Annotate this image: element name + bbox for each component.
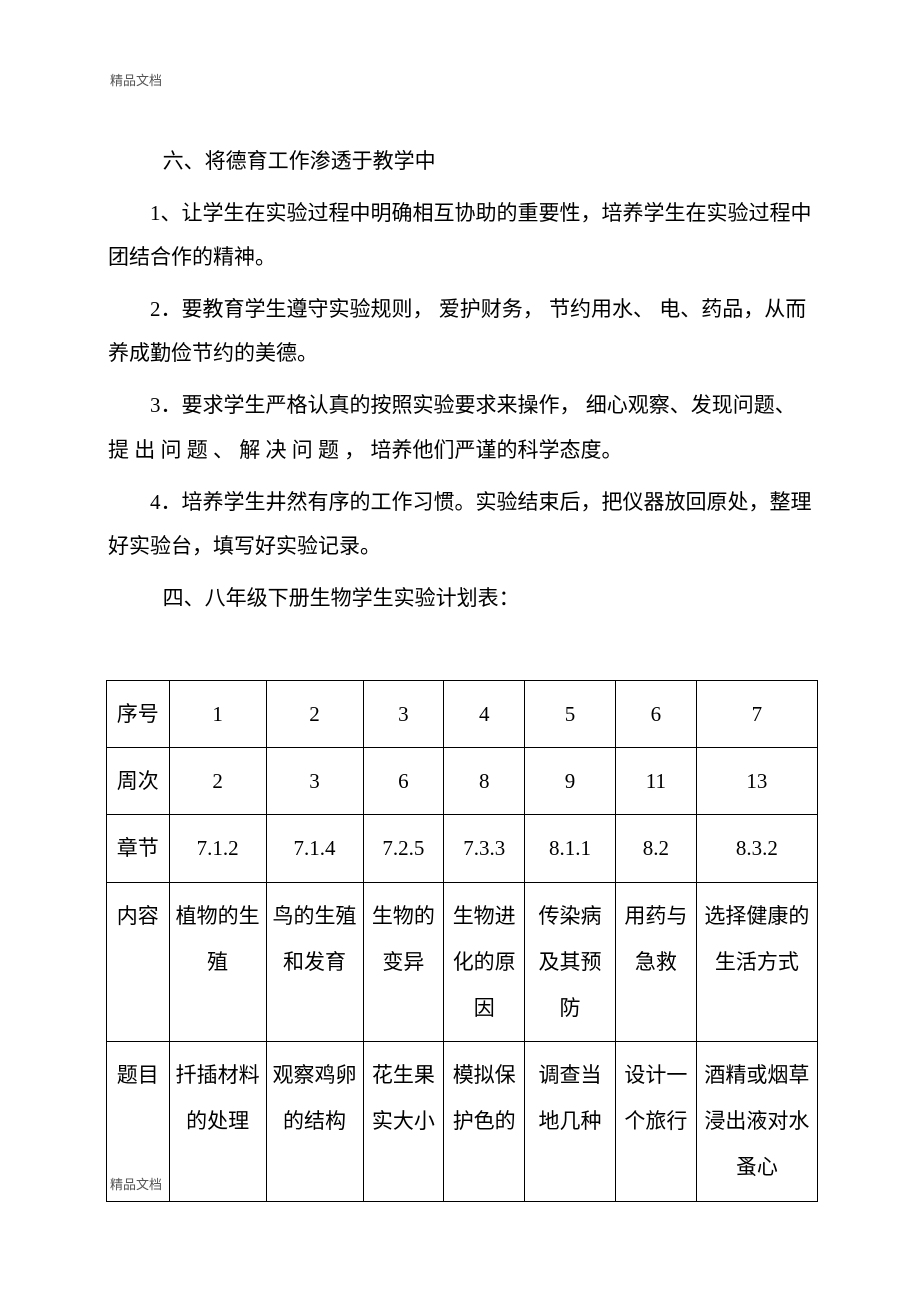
paragraph-2: 2．要教育学生遵守实验规则， 爱护财务， 节约用水、 电、药品，从而养成勤俭节约… — [108, 287, 812, 375]
table-cell: 3 — [266, 748, 363, 815]
table-cell: 调查当地几种 — [525, 1042, 616, 1202]
table-row: 章节 7.1.2 7.1.4 7.2.5 7.3.3 8.1.1 8.2 8.3… — [107, 815, 818, 882]
table-cell: 花生果实大小 — [363, 1042, 444, 1202]
table-cell: 序号 — [107, 680, 170, 747]
table-cell: 模拟保护色的 — [444, 1042, 525, 1202]
table-cell: 周次 — [107, 748, 170, 815]
paragraph-3: 3．要求学生严格认真的按照实验要求来操作， 细心观察、发现问题、 提 出 问 题… — [108, 383, 812, 471]
table-cell: 7.2.5 — [363, 815, 444, 882]
table-cell: 设计一个旅行 — [615, 1042, 696, 1202]
table-cell: 7 — [696, 680, 817, 747]
table-cell: 鸟的生殖和发育 — [266, 882, 363, 1042]
table-header-row: 序号 1 2 3 4 5 6 7 — [107, 680, 818, 747]
document-page: 精品文档 六、将德育工作渗透于教学中 1、让学生在实验过程中明确相互协助的重要性… — [0, 0, 920, 1242]
paragraph-4: 4．培养学生井然有序的工作习惯。实验结束后，把仪器放回原处，整理好实验台，填写好… — [108, 480, 812, 568]
table-cell: 植物的生殖 — [169, 882, 266, 1042]
table-cell: 2 — [266, 680, 363, 747]
table-cell: 扦插材料的处理 — [169, 1042, 266, 1202]
table-cell: 11 — [615, 748, 696, 815]
table-cell: 8 — [444, 748, 525, 815]
table-cell: 生物的变异 — [363, 882, 444, 1042]
table-cell: 3 — [363, 680, 444, 747]
table-cell: 传染病及其预防 — [525, 882, 616, 1042]
table-cell: 选择健康的生活方式 — [696, 882, 817, 1042]
table-cell: 7.1.2 — [169, 815, 266, 882]
header-watermark: 精品文档 — [110, 70, 812, 89]
table-cell: 6 — [363, 748, 444, 815]
table-cell: 用药与急救 — [615, 882, 696, 1042]
table-row: 内容 植物的生殖 鸟的生殖和发育 生物的变异 生物进化的原因 传染病及其预防 用… — [107, 882, 818, 1042]
table-cell: 2 — [169, 748, 266, 815]
table-cell: 8.2 — [615, 815, 696, 882]
paragraph-1: 1、让学生在实验过程中明确相互协助的重要性，培养学生在实验过程中团结合作的精神。 — [108, 191, 812, 279]
table-cell: 8.1.1 — [525, 815, 616, 882]
table-cell: 8.3.2 — [696, 815, 817, 882]
table-cell: 酒精或烟草浸出液对水蚤心 — [696, 1042, 817, 1202]
table-cell: 1 — [169, 680, 266, 747]
table-cell: 7.3.3 — [444, 815, 525, 882]
document-body: 六、将德育工作渗透于教学中 1、让学生在实验过程中明确相互协助的重要性，培养学生… — [108, 139, 812, 1202]
table-row: 周次 2 3 6 8 9 11 13 — [107, 748, 818, 815]
table-title: 四、八年级下册生物学生实验计划表： — [108, 576, 812, 620]
section-heading: 六、将德育工作渗透于教学中 — [108, 139, 812, 183]
footer-watermark: 精品文档 — [110, 1174, 162, 1193]
table-cell: 7.1.4 — [266, 815, 363, 882]
table-row: 题目 扦插材料的处理 观察鸡卵的结构 花生果实大小 模拟保护色的 调查当地几种 … — [107, 1042, 818, 1202]
experiment-plan-table: 序号 1 2 3 4 5 6 7 周次 2 3 6 8 9 11 13 章节 — [106, 680, 818, 1202]
table-cell: 13 — [696, 748, 817, 815]
table-cell: 章节 — [107, 815, 170, 882]
table-cell: 生物进化的原因 — [444, 882, 525, 1042]
table-cell: 6 — [615, 680, 696, 747]
table-cell: 4 — [444, 680, 525, 747]
table-cell: 9 — [525, 748, 616, 815]
table-cell: 内容 — [107, 882, 170, 1042]
table-cell: 5 — [525, 680, 616, 747]
table-cell: 观察鸡卵的结构 — [266, 1042, 363, 1202]
